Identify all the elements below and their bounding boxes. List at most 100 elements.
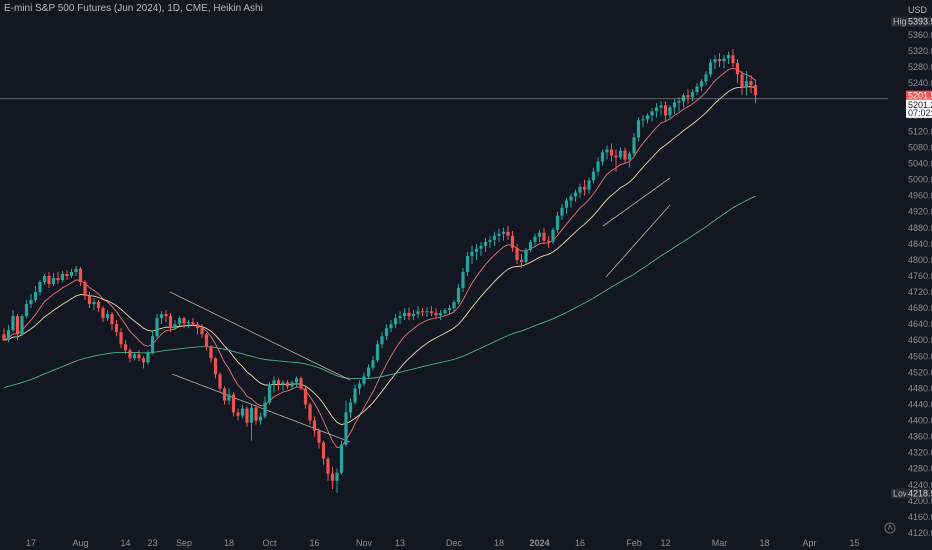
candle bbox=[317, 430, 321, 443]
candle bbox=[443, 310, 447, 313]
y-tick-label: 4880.00 bbox=[908, 223, 932, 233]
candle bbox=[641, 119, 645, 121]
candle bbox=[137, 354, 141, 359]
candle bbox=[740, 74, 744, 88]
candle bbox=[749, 81, 753, 86]
y-tick-label: 4320.00 bbox=[908, 448, 932, 458]
candle bbox=[209, 346, 213, 359]
candle bbox=[411, 314, 416, 317]
candle bbox=[717, 59, 722, 62]
tradingview-logo-icon[interactable] bbox=[884, 522, 896, 534]
candle bbox=[150, 336, 155, 353]
y-tick-label: 4360.00 bbox=[908, 432, 932, 442]
candle bbox=[38, 282, 42, 293]
y-tick-label: 4680.00 bbox=[908, 303, 932, 313]
trendlines bbox=[169, 177, 671, 443]
candle bbox=[564, 200, 569, 208]
candle bbox=[483, 241, 488, 246]
candle bbox=[263, 402, 267, 417]
candle bbox=[119, 332, 123, 345]
candle bbox=[537, 232, 542, 237]
y-tick-label: 4120.00 bbox=[908, 528, 932, 538]
candle bbox=[110, 314, 114, 325]
x-tick-label: 13 bbox=[395, 538, 405, 548]
candle bbox=[47, 275, 51, 285]
currency-label[interactable]: USD bbox=[908, 5, 928, 15]
candle bbox=[105, 314, 110, 319]
x-tick-label: 16 bbox=[575, 538, 585, 548]
candle bbox=[524, 249, 528, 262]
candle bbox=[380, 336, 384, 345]
candle bbox=[704, 74, 708, 82]
candle bbox=[353, 388, 357, 403]
y-tick-label: 4800.00 bbox=[908, 255, 932, 265]
y-tick-label: 4520.00 bbox=[908, 367, 932, 377]
y-tick-label: 4440.00 bbox=[908, 399, 932, 409]
y-tick-label: 4280.00 bbox=[908, 464, 932, 474]
candle bbox=[159, 314, 164, 319]
candle bbox=[222, 388, 227, 401]
candle bbox=[375, 344, 380, 361]
ma-fast-line bbox=[3, 67, 756, 448]
candle bbox=[344, 412, 348, 445]
high-marker-value-box bbox=[906, 16, 932, 27]
candle bbox=[753, 85, 758, 96]
candle bbox=[708, 62, 713, 75]
candle bbox=[20, 316, 24, 335]
candle bbox=[56, 277, 60, 280]
y-tick-label: 5240.00 bbox=[908, 78, 932, 88]
candle bbox=[470, 251, 474, 256]
candle bbox=[420, 311, 425, 313]
y-tick-label: 4840.00 bbox=[908, 239, 932, 249]
x-tick-label: 15 bbox=[849, 538, 859, 548]
candle bbox=[74, 268, 78, 272]
candle bbox=[600, 152, 605, 162]
candle bbox=[191, 322, 195, 325]
candle bbox=[393, 318, 398, 325]
y-tick-label: 4160.00 bbox=[908, 512, 932, 522]
candle bbox=[591, 171, 596, 181]
candle bbox=[371, 360, 375, 368]
candle bbox=[479, 245, 483, 249]
candle bbox=[11, 316, 15, 331]
y-tick-label: 4720.00 bbox=[908, 287, 932, 297]
candle bbox=[6, 330, 11, 341]
y-tick-label: 5320.00 bbox=[908, 46, 932, 56]
y-tick-label: 5120.00 bbox=[908, 126, 932, 136]
candle bbox=[114, 324, 119, 333]
candle bbox=[348, 402, 353, 413]
candle bbox=[29, 300, 33, 305]
candle bbox=[546, 240, 551, 242]
candle bbox=[249, 407, 254, 423]
candle bbox=[452, 302, 456, 309]
candle bbox=[402, 312, 407, 317]
high-marker-tag bbox=[891, 16, 905, 27]
candle bbox=[555, 215, 560, 230]
y-tick-label: 4640.00 bbox=[908, 319, 932, 329]
x-axis[interactable]: 17 Aug 14 23 Sep 18 Oct 16 Nov 13 Dec 18 2024 16 Feb 12… bbox=[26, 538, 860, 548]
candle bbox=[101, 308, 105, 319]
candle bbox=[285, 382, 290, 387]
candle bbox=[51, 277, 56, 285]
candle bbox=[335, 472, 339, 481]
candle bbox=[681, 95, 686, 102]
candle bbox=[492, 235, 497, 240]
candle bbox=[254, 407, 258, 421]
candle bbox=[303, 388, 308, 405]
candle bbox=[384, 328, 389, 337]
trendline bbox=[171, 373, 351, 443]
candle bbox=[240, 408, 245, 416]
candle bbox=[510, 235, 515, 248]
low-marker-tag bbox=[891, 488, 905, 499]
candle bbox=[699, 81, 704, 87]
candle bbox=[24, 304, 29, 317]
x-tick-label: Sep bbox=[176, 538, 192, 548]
last-price-value: 5201.25 bbox=[908, 100, 932, 110]
candle bbox=[155, 318, 159, 337]
candle bbox=[438, 312, 443, 316]
low-marker-value-box bbox=[906, 488, 932, 499]
low-marker-label: Low bbox=[893, 488, 910, 498]
candle bbox=[515, 247, 519, 260]
candle bbox=[560, 207, 564, 216]
